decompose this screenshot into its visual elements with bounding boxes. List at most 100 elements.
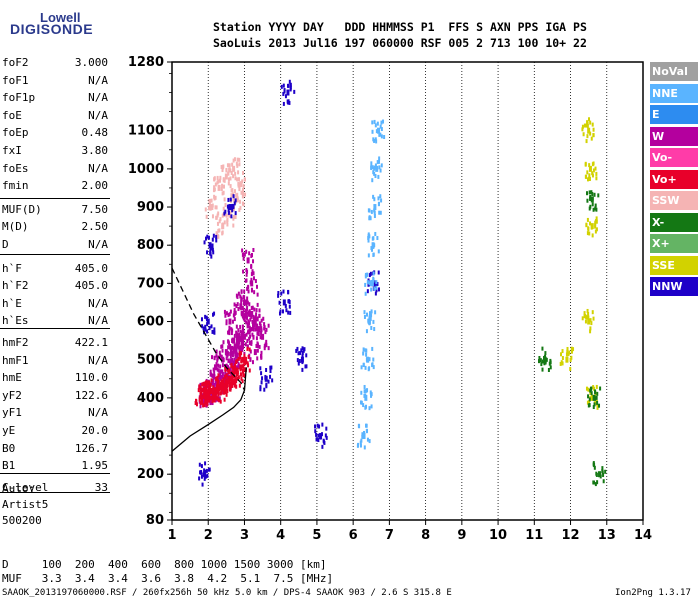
data-point	[203, 395, 206, 400]
data-point	[300, 356, 304, 363]
data-point	[222, 382, 225, 387]
data-point	[221, 231, 224, 236]
data-point	[233, 364, 236, 369]
data-point	[378, 165, 381, 170]
data-point	[226, 376, 229, 381]
data-point	[212, 385, 215, 390]
data-point	[363, 384, 366, 389]
data-point	[240, 376, 243, 381]
header-row-1: Station YYYY DAY DDD HHMMSS P1 FFS S AXN…	[213, 20, 587, 34]
data-point	[210, 372, 213, 377]
data-point	[361, 434, 364, 439]
data-point	[589, 326, 592, 331]
param-value: 126.7	[74, 441, 108, 455]
data-point	[245, 360, 248, 365]
data-point	[233, 317, 236, 322]
param-row: B1 1.95	[2, 459, 108, 475]
data-point	[371, 120, 374, 125]
data-point	[204, 394, 207, 399]
data-point	[238, 162, 241, 167]
data-point	[210, 204, 214, 211]
data-point	[367, 278, 370, 283]
data-point	[243, 177, 246, 182]
data-point	[222, 178, 225, 183]
param-row: yF2 122.6	[2, 389, 108, 405]
data-point	[251, 305, 254, 310]
data-point	[209, 246, 212, 251]
data-point	[233, 348, 236, 353]
data-point	[231, 365, 234, 370]
data-point	[249, 349, 252, 354]
data-point	[263, 322, 266, 327]
data-point	[371, 282, 374, 287]
data-point	[217, 373, 220, 378]
data-point	[235, 350, 238, 355]
data-point	[581, 127, 584, 132]
footer-file-info: SAAOK_2013197060000.RSF / 260fx256h 50 k…	[2, 588, 452, 598]
data-point	[219, 371, 222, 376]
data-point	[250, 272, 253, 277]
data-point	[218, 386, 221, 391]
x-tick-label: 8	[421, 528, 430, 543]
data-point	[302, 348, 305, 353]
data-point	[239, 324, 242, 329]
data-point	[367, 318, 371, 325]
data-point	[265, 327, 268, 332]
data-point	[586, 308, 589, 313]
data-point	[227, 171, 230, 176]
data-point	[206, 329, 209, 334]
data-point	[228, 211, 232, 218]
data-point	[360, 365, 363, 370]
data-point	[217, 389, 220, 394]
data-point	[207, 395, 210, 400]
data-point	[213, 187, 216, 192]
data-point	[245, 320, 248, 325]
data-point	[232, 337, 236, 344]
data-point	[241, 201, 244, 206]
data-point	[247, 329, 250, 334]
data-point	[236, 372, 239, 377]
data-point	[226, 375, 229, 380]
data-point	[204, 389, 207, 394]
data-point	[243, 301, 246, 306]
data-point	[245, 332, 248, 337]
data-point	[601, 466, 604, 471]
data-point	[231, 365, 234, 370]
data-point	[376, 160, 379, 165]
data-point	[204, 399, 207, 404]
data-point	[599, 474, 602, 479]
param-row: MUF(D) 7.50	[2, 203, 108, 219]
data-point	[233, 371, 236, 376]
data-point	[225, 363, 228, 368]
data-point	[216, 356, 219, 361]
data-point	[589, 194, 592, 199]
data-point	[370, 166, 373, 171]
data-point	[216, 381, 219, 386]
legend-item: W	[650, 126, 698, 146]
data-point	[237, 356, 240, 361]
data-point	[369, 216, 372, 221]
data-point	[235, 304, 238, 309]
data-point	[248, 336, 251, 341]
data-point	[377, 249, 380, 254]
data-point	[377, 270, 380, 275]
data-point	[233, 157, 236, 162]
data-point	[231, 374, 234, 379]
data-point	[246, 269, 249, 274]
data-point	[234, 176, 237, 181]
data-point	[212, 250, 215, 255]
data-point	[210, 388, 213, 393]
data-point	[219, 175, 222, 180]
data-point	[229, 382, 232, 387]
param-name: B0	[2, 441, 16, 455]
data-point	[198, 399, 201, 404]
data-point	[244, 314, 247, 319]
data-point	[217, 390, 220, 395]
data-point	[234, 215, 237, 220]
data-point	[586, 123, 589, 128]
data-point	[211, 391, 214, 396]
data-point	[237, 345, 240, 350]
data-point	[364, 393, 367, 398]
data-point	[543, 356, 547, 363]
data-point	[357, 442, 360, 447]
